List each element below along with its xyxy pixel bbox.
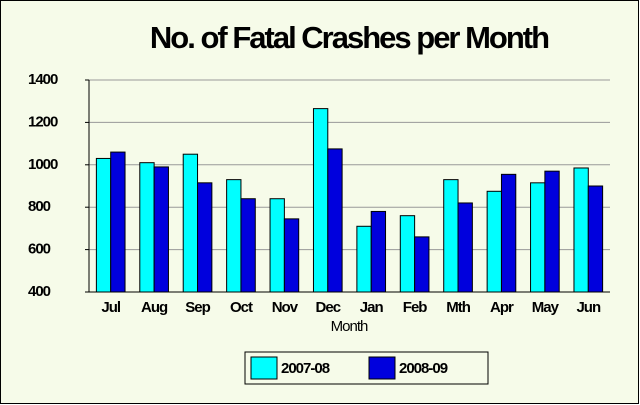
- y-tick-label: 1000: [28, 156, 58, 173]
- bar: [370, 210, 387, 293]
- bar: [269, 198, 285, 293]
- y-tick-label: 1400: [28, 71, 58, 88]
- bar: [240, 198, 256, 293]
- bar: [587, 185, 604, 293]
- x-tick-label: Sep: [185, 299, 210, 316]
- x-tick-label: Oct: [230, 299, 253, 316]
- bar: [500, 173, 517, 293]
- y-tick-label: 800: [28, 198, 51, 215]
- legend-swatch: [250, 356, 278, 380]
- bar: [414, 236, 430, 293]
- bar: [226, 179, 242, 293]
- bar: [182, 153, 199, 293]
- bar: [139, 162, 155, 293]
- bar: [327, 148, 343, 293]
- bar: [573, 167, 589, 293]
- y-tick-label: 600: [28, 241, 51, 258]
- x-tick-label: Aug: [141, 299, 168, 316]
- bar: [544, 170, 560, 293]
- x-tick-label: Jun: [576, 299, 601, 316]
- legend-label: 2007-08: [281, 360, 330, 377]
- bar: [95, 157, 112, 293]
- x-tick-label: Mth: [446, 299, 470, 316]
- legend-swatch: [368, 356, 396, 380]
- x-tick-label: Nov: [272, 299, 299, 316]
- y-tick-label: 400: [28, 283, 51, 300]
- bar: [110, 151, 126, 293]
- y-tick-label: 1200: [28, 113, 58, 130]
- bar: [197, 182, 213, 293]
- chart-title: No. of Fatal Crashes per Month: [150, 20, 549, 55]
- bar: [457, 202, 473, 293]
- x-tick-label: Apr: [490, 299, 514, 316]
- bar: [399, 215, 416, 293]
- bar: [443, 179, 459, 293]
- bar: [312, 108, 329, 293]
- x-tick-label: Feb: [403, 299, 428, 316]
- x-tick-label: May: [532, 299, 560, 316]
- plot-area: [89, 80, 610, 292]
- bar: [153, 166, 169, 293]
- bar: [356, 225, 372, 293]
- x-tick-label: Jul: [101, 299, 121, 316]
- x-tick-label: Jan: [360, 299, 384, 316]
- x-tick-label: Dec: [316, 299, 341, 316]
- bar: [283, 218, 300, 293]
- bar: [486, 190, 502, 293]
- legend-label: 2008-09: [399, 360, 448, 377]
- x-axis-title: Month: [331, 318, 368, 335]
- legend-box: [244, 351, 489, 385]
- bar: [530, 182, 546, 293]
